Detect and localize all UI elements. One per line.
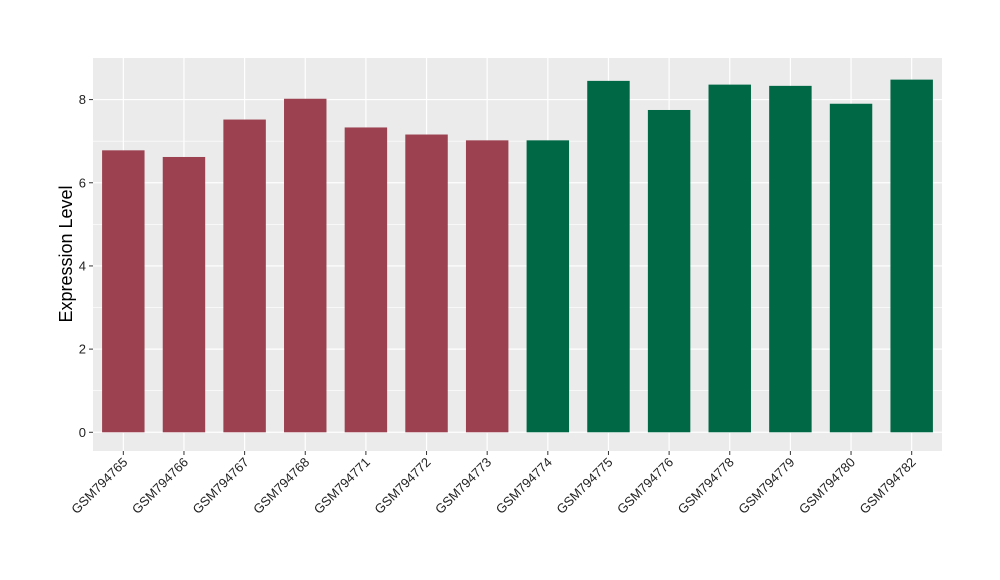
x-tick-label: GSM794767 [190,455,252,517]
y-axis-title: Expression Level [56,185,76,322]
bar-GSM794771 [344,127,388,433]
x-tick-label: GSM794775 [553,455,615,517]
bar-GSM794772 [405,134,448,433]
y-tick-label: 0 [79,425,86,440]
y-tick-label: 2 [79,342,86,357]
bar-GSM794780 [829,103,873,433]
x-tick-label: GSM794765 [68,455,130,517]
bar-GSM794773 [465,140,509,433]
bar-GSM794776 [647,109,691,433]
x-tick-label: GSM794766 [129,455,191,517]
x-tick-label: GSM794772 [371,455,433,517]
bar-GSM794765 [102,150,145,433]
x-axis-ticks: GSM794765GSM794766GSM794767GSM794768GSM7… [68,451,919,517]
bar-GSM794766 [162,156,206,433]
y-axis-ticks: 0 2 4 6 8 [79,92,93,440]
bar-GSM794774 [526,140,570,433]
bar-GSM794767 [223,119,266,433]
x-tick-label: GSM794782 [857,455,919,517]
bar-GSM794775 [587,80,630,433]
bar-GSM794768 [284,98,327,433]
bar-GSM794778 [708,84,751,433]
x-tick-label: GSM794771 [311,455,373,517]
x-tick-label: GSM794773 [432,455,494,517]
x-tick-label: GSM794768 [250,455,312,517]
bars [102,79,933,433]
bar-GSM794782 [890,79,933,433]
y-tick-label: 6 [79,175,86,190]
x-tick-label: GSM794776 [614,455,676,517]
x-tick-label: GSM794778 [675,455,737,517]
x-tick-label: GSM794779 [735,455,797,517]
y-tick-label: 8 [79,92,86,107]
plot-panel [93,58,942,451]
x-tick-label: GSM794774 [493,455,555,517]
y-tick-label: 4 [79,258,86,273]
bar-GSM794779 [769,85,812,433]
x-tick-label: GSM794780 [796,455,858,517]
